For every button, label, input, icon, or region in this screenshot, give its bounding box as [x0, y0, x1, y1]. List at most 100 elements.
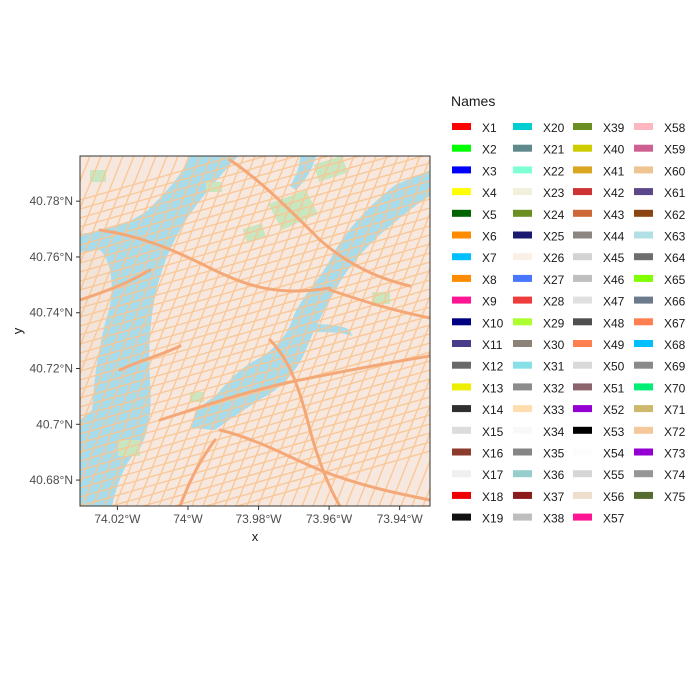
y-tick-label: 40.7°N — [36, 417, 73, 431]
x-tick-label: 73.94°W — [377, 512, 424, 526]
legend-label: X73 — [664, 447, 686, 461]
legend-swatch — [634, 340, 653, 347]
legend-label: X26 — [543, 251, 565, 265]
y-axis: 40.78°N 40.76°N 40.74°N 40.72°N 40.7°N 40.68°… — [30, 194, 80, 487]
legend-label: X15 — [482, 425, 504, 439]
legend-label: X58 — [664, 121, 686, 135]
legend-item: X13 — [452, 381, 504, 395]
y-tick-label: 40.68°N — [30, 473, 74, 487]
legend-item: X23 — [513, 186, 565, 200]
legend-label: X44 — [603, 230, 625, 244]
legend-item: X33 — [513, 403, 565, 417]
legend-label: X56 — [603, 490, 625, 504]
legend-label: X69 — [664, 360, 686, 374]
legend-swatch — [573, 340, 592, 347]
legend-item: X75 — [634, 490, 686, 504]
legend-label: X46 — [603, 273, 625, 287]
legend-swatch — [573, 470, 592, 478]
legend-swatch — [573, 274, 592, 282]
legend-swatch — [452, 188, 471, 196]
legend-item: X58 — [634, 121, 686, 135]
legend-item: X14 — [452, 403, 504, 417]
legend-swatch — [513, 296, 532, 304]
legend-item: X36 — [513, 468, 565, 482]
legend-item: X3 — [452, 164, 497, 178]
legend: Names X1 X2 X3 X4 X5 X6 X7 X8 X9 X10 X11 X12 X13 X14 X… — [451, 93, 686, 526]
legend-item: X22 — [513, 164, 565, 178]
legend-swatch — [634, 296, 653, 304]
legend-swatch — [634, 188, 653, 196]
legend-item: X64 — [634, 251, 686, 265]
legend-label: X27 — [543, 273, 565, 287]
legend-swatch — [513, 405, 532, 413]
legend-label: X28 — [543, 295, 565, 309]
legend-item: X34 — [513, 425, 565, 439]
legend-swatch — [452, 470, 471, 478]
legend-swatch — [513, 491, 532, 499]
legend-swatch — [573, 296, 592, 304]
legend-label: X9 — [482, 295, 497, 309]
legend-label: X41 — [603, 164, 625, 178]
legend-item: X59 — [634, 143, 686, 157]
x-tick-label: 74.02°W — [94, 512, 141, 526]
legend-item: X44 — [573, 230, 625, 244]
legend-item: X26 — [513, 251, 565, 265]
map-panel — [80, 156, 430, 506]
legend-label: X32 — [543, 381, 565, 395]
park-patch — [118, 440, 140, 456]
legend-item: X16 — [452, 447, 504, 461]
legend-label: X10 — [482, 316, 504, 330]
legend-swatch — [573, 144, 592, 152]
legend-label: X50 — [603, 360, 625, 374]
legend-label: X5 — [482, 208, 497, 222]
legend-item: X61 — [634, 186, 686, 200]
street-grid — [80, 156, 430, 506]
legend-swatch — [513, 209, 532, 217]
legend-item: X56 — [573, 490, 625, 504]
legend-swatch — [513, 144, 532, 152]
legend-label: X65 — [664, 273, 686, 287]
legend-item: X15 — [452, 425, 504, 439]
legend-swatch — [573, 361, 592, 369]
legend-item: X69 — [634, 360, 686, 374]
legend-label: X52 — [603, 403, 625, 417]
x-tick-label: 73.98°W — [235, 512, 282, 526]
legend-label: X35 — [543, 447, 565, 461]
park-patch — [206, 182, 222, 192]
legend-swatch — [634, 470, 653, 478]
legend-swatch — [573, 513, 592, 521]
legend-swatch — [634, 405, 653, 413]
legend-swatch — [513, 166, 532, 174]
legend-item: X43 — [573, 208, 625, 222]
legend-item: X37 — [513, 490, 565, 504]
legend-swatch — [513, 188, 532, 196]
legend-swatch — [513, 383, 532, 391]
legend-item: X57 — [573, 512, 625, 526]
legend-label: X60 — [664, 164, 686, 178]
legend-swatch — [573, 405, 592, 413]
x-tick-label: 73.96°W — [306, 512, 353, 526]
legend-label: X34 — [543, 425, 565, 439]
legend-label: X57 — [603, 512, 625, 526]
east-river — [190, 170, 430, 430]
legend-swatch — [513, 274, 532, 282]
legend-swatch — [452, 274, 471, 282]
legend-item: X4 — [452, 186, 497, 200]
legend-label: X38 — [543, 512, 565, 526]
legend-swatch — [452, 318, 471, 326]
legend-label: X45 — [603, 251, 625, 265]
legend-swatch — [634, 231, 653, 239]
legend-swatch — [634, 253, 653, 261]
legend-label: X33 — [543, 403, 565, 417]
legend-item: X8 — [452, 273, 497, 287]
legend-item: X46 — [573, 273, 625, 287]
legend-label: X47 — [603, 295, 625, 309]
legend-item: X40 — [573, 143, 625, 157]
legend-item: X63 — [634, 230, 686, 244]
legend-item: X54 — [573, 447, 625, 461]
legend-swatch — [634, 426, 653, 434]
legend-swatch — [573, 209, 592, 217]
legend-label: X4 — [482, 186, 497, 200]
legend-label: X20 — [543, 121, 565, 135]
